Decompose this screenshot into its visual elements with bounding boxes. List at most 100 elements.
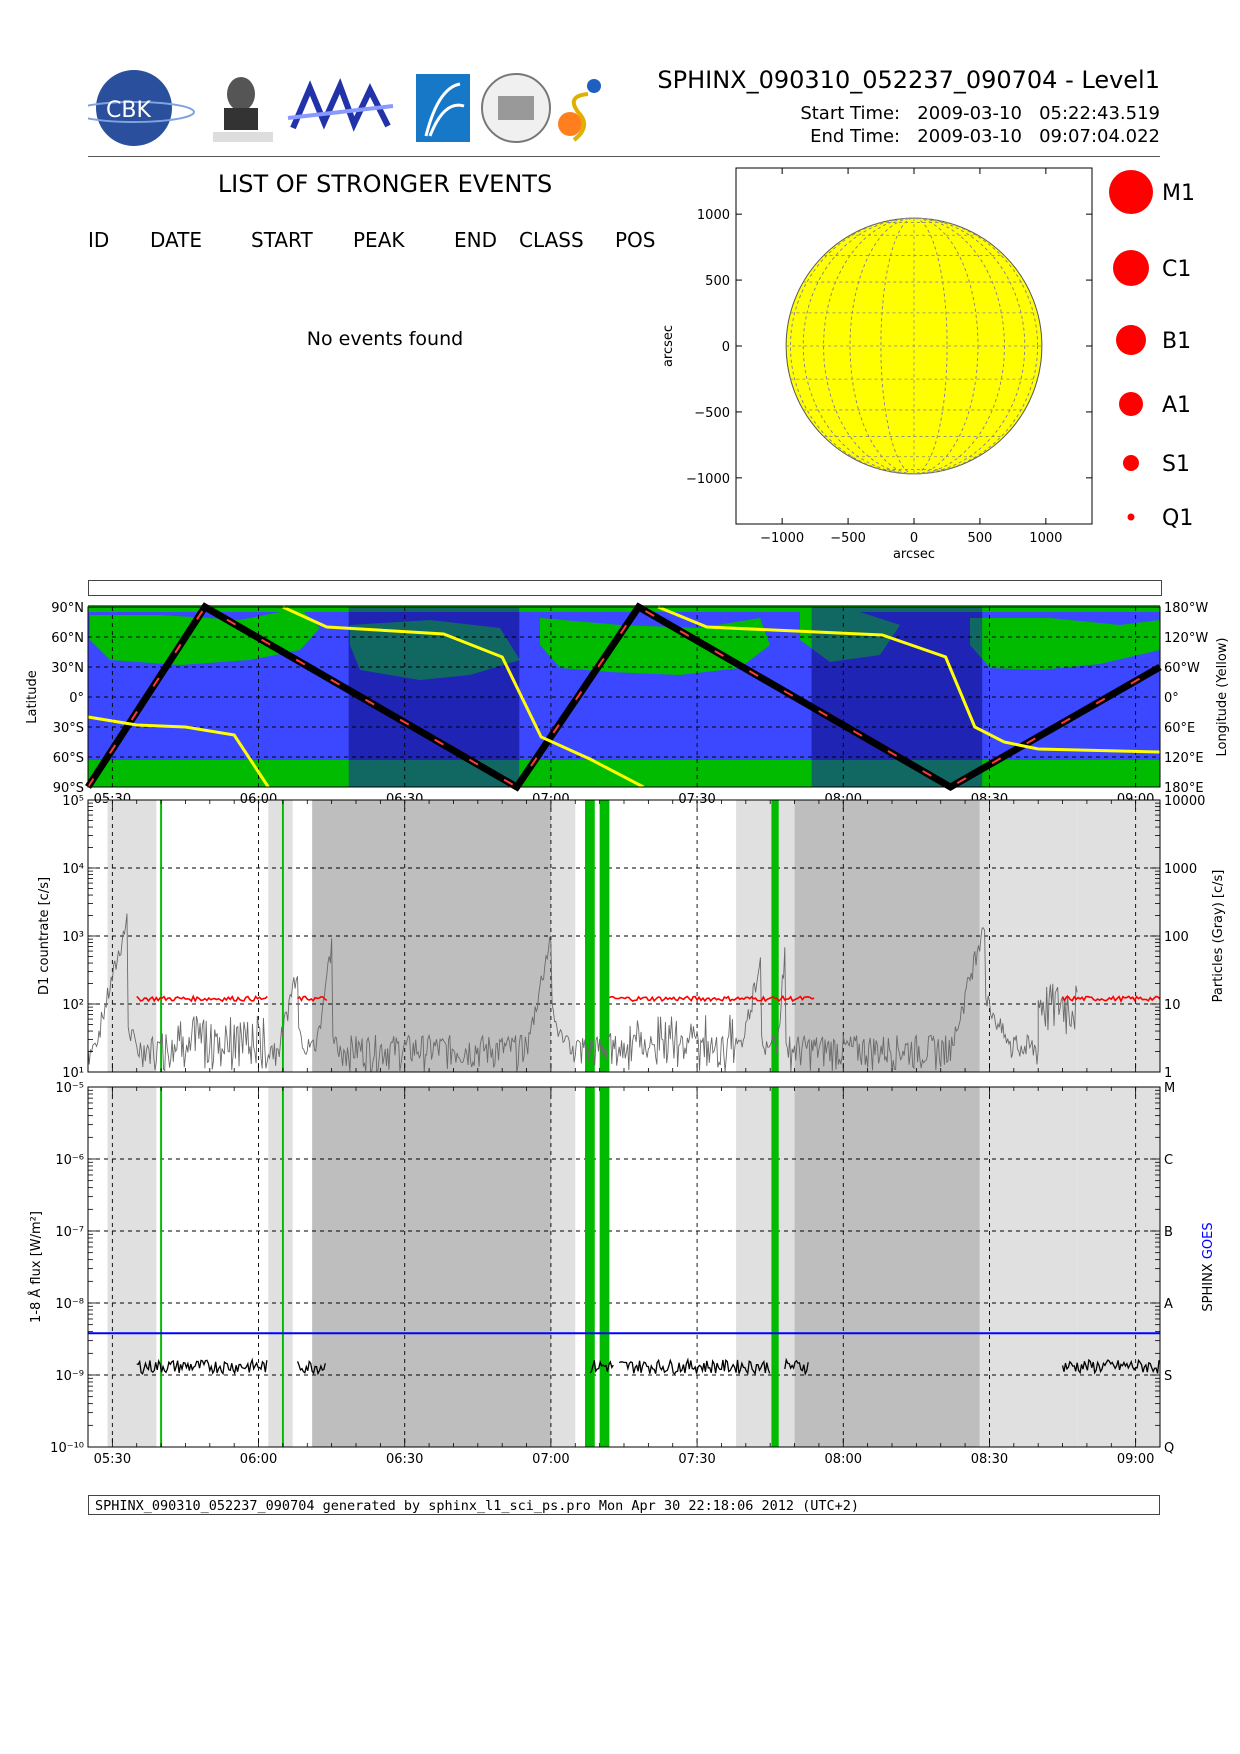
eclipse-zone-dark — [312, 1087, 551, 1447]
eclipse-zone-dark — [794, 800, 980, 1072]
orbit-y-tick-label: 60°N — [51, 631, 84, 646]
legend-label-a1: A1 — [1162, 393, 1191, 418]
green-event-line — [599, 800, 610, 1072]
countrate-series — [609, 994, 815, 1003]
y-tick-label: −1000 — [686, 472, 730, 487]
radiation-belt-region — [970, 618, 1160, 670]
legend-marker-m1 — [1109, 170, 1153, 214]
longitude-grid-line — [802, 217, 1026, 475]
countrate-y2-axis-label: Particles (Gray) [c/s] — [1211, 870, 1226, 1003]
sphinx-logo — [558, 79, 601, 142]
event-timeline-bar — [88, 580, 1162, 596]
countrate-y-tick-label: 10⁴ — [62, 862, 84, 877]
legend-marker-q1 — [1127, 513, 1135, 521]
x-tick-label: 0 — [910, 531, 918, 546]
legend-label-s1: S1 — [1162, 452, 1190, 477]
countrate-y2-tick-label: 100 — [1164, 930, 1189, 945]
goes-y-tick-label: 10⁻⁹ — [55, 1369, 84, 1384]
sphinx-flux-series — [784, 1357, 809, 1376]
goes-x-tick-label: 08:30 — [971, 1452, 1008, 1467]
green-event-line — [160, 800, 163, 1072]
header-divider — [88, 156, 1160, 157]
longitude-grid-line — [880, 217, 948, 475]
orbit-y-tick-label: 0° — [69, 691, 84, 706]
orbit-y-tick-label: 30°S — [53, 721, 84, 736]
longitude-grid-line — [790, 217, 1038, 475]
radiation-belt-region — [90, 608, 320, 665]
mpan-logo — [287, 78, 394, 132]
orbit-y2-tick-label: 120°W — [1164, 631, 1208, 646]
orbit-y2-tick-label: 120°E — [1164, 751, 1204, 766]
legend-label-b1: B1 — [1162, 329, 1191, 354]
goes-x-tick-label: 07:00 — [532, 1452, 569, 1467]
sphinx-flux-series — [1061, 1358, 1160, 1375]
sphinx-flux-series — [296, 1359, 326, 1376]
start-time-row: Start Time: 2009-03-10 05:22:43.519 — [800, 103, 1160, 124]
start-time-value: 05:22:43.519 — [1039, 103, 1160, 124]
orbit-y-tick-label: 90°N — [51, 601, 84, 616]
cbk-pan-logo: CBK — [88, 70, 195, 146]
col-date: DATE — [150, 228, 203, 252]
countrate-y2-tick-label: 10 — [1164, 998, 1181, 1013]
orbit-y2-axis-label: Longitude (Yellow) — [1215, 638, 1230, 757]
goes-y-tick-label: 10⁻⁶ — [55, 1153, 84, 1168]
goes-x-tick-label: 05:30 — [94, 1452, 131, 1467]
no-events-message: No events found — [306, 328, 464, 350]
end-time-value: 09:07:04.022 — [1039, 126, 1160, 147]
particle-zone-light — [736, 1087, 776, 1447]
y-tick-label: 500 — [705, 274, 730, 289]
goes-y-tick-label: 10⁻⁷ — [55, 1225, 84, 1240]
countrate-series — [1061, 995, 1161, 1004]
goes-legend: GOES — [1201, 1222, 1216, 1259]
green-event-line — [585, 800, 595, 1072]
col-class: CLASS — [519, 228, 584, 252]
green-event-line — [585, 1087, 595, 1447]
goes-class-label: A — [1164, 1297, 1173, 1312]
longitude-grid-line — [823, 217, 1005, 475]
x-tick-label: −1000 — [760, 531, 804, 546]
page-title: SPHINX_090310_052237_090704 - Level1 — [657, 66, 1160, 94]
goes-class-label: C — [1164, 1153, 1173, 1168]
start-date-value: 2009-03-10 — [917, 103, 1022, 124]
goes-class-label: M — [1164, 1081, 1175, 1096]
goes-y-axis-label: 1-8 Å flux [W/m²] — [28, 1211, 44, 1323]
sphinx-legend: SPHINX — [1201, 1259, 1216, 1311]
longitude-track — [282, 605, 645, 789]
orbit-y2-tick-label: 180°W — [1164, 601, 1208, 616]
particle-zone-light — [268, 1087, 293, 1447]
col-start: START — [251, 228, 313, 252]
countrate-y2-tick-label: 1000 — [1164, 862, 1197, 877]
goes-x-tick-label: 09:00 — [1117, 1452, 1154, 1467]
x-axis-label: arcsec — [893, 547, 935, 560]
green-event-line — [771, 800, 779, 1072]
end-date-value: 2009-03-10 — [917, 126, 1022, 147]
radiation-belt-region — [88, 605, 1160, 612]
x-tick-label: 500 — [968, 531, 993, 546]
orbit-y-axis-label: Latitude — [25, 670, 40, 724]
orbit-y2-tick-label: 60°W — [1164, 661, 1200, 676]
col-end: END — [454, 228, 497, 252]
space-logo — [416, 74, 470, 142]
legend-label-q1: Q1 — [1162, 506, 1193, 531]
legend-marker-b1 — [1116, 325, 1146, 355]
green-event-line — [281, 1087, 284, 1447]
legend-marker-s1 — [1123, 455, 1139, 471]
countrate-series — [297, 995, 328, 1002]
col-id: ID — [88, 228, 110, 252]
orbit-y-tick-label: 60°S — [53, 751, 84, 766]
goes-x-tick-label: 07:30 — [678, 1452, 715, 1467]
orbit-y2-tick-label: 60°E — [1164, 721, 1195, 736]
observatory-seal-logo — [481, 73, 551, 143]
green-event-line — [771, 1087, 779, 1447]
col-pos: POS — [615, 228, 656, 252]
eclipse-zone-dark — [794, 1087, 980, 1447]
eclipse-zone-dark — [312, 800, 551, 1072]
radiation-belt-region — [540, 618, 770, 675]
countrate-y-tick-label: 10⁵ — [62, 794, 84, 809]
orbit-y2-tick-label: 0° — [1164, 691, 1179, 706]
countrate-y-axis-label: D1 countrate [c/s] — [37, 877, 52, 995]
goes-class-label: B — [1164, 1225, 1173, 1240]
legend-marker-c1 — [1113, 250, 1149, 286]
radiation-belt-region — [88, 760, 1160, 787]
green-event-line — [599, 1087, 610, 1447]
